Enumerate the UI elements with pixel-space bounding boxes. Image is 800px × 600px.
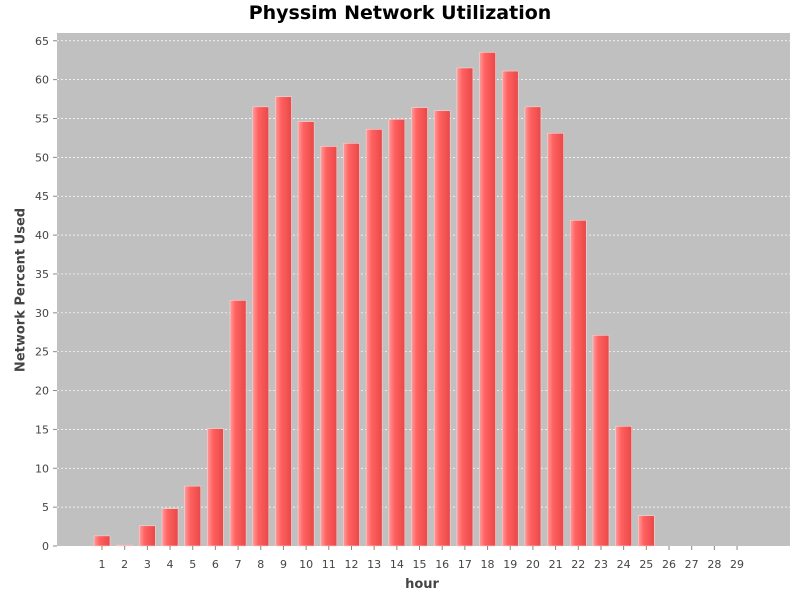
bar-hour-16 xyxy=(433,110,451,547)
bar-hour-24 xyxy=(615,425,632,547)
x-tick-label: 12 xyxy=(344,558,358,571)
x-tick-label: 6 xyxy=(212,558,219,571)
y-tick-label: 5 xyxy=(42,501,49,514)
y-tick-label: 15 xyxy=(35,423,49,436)
x-tick-label: 14 xyxy=(390,558,404,571)
x-tick-label: 19 xyxy=(503,558,517,571)
bar-hour-21 xyxy=(547,132,564,547)
bar-hour-5 xyxy=(184,485,202,547)
y-tick-label: 50 xyxy=(35,151,49,164)
x-tick-label: 21 xyxy=(549,558,563,571)
x-tick-label: 24 xyxy=(617,558,631,571)
y-tick-label: 10 xyxy=(35,462,49,475)
x-tick-label: 11 xyxy=(322,558,336,571)
x-tick-label: 7 xyxy=(235,558,242,571)
y-tick-label: 65 xyxy=(35,35,49,48)
bar-hour-20 xyxy=(524,106,542,547)
x-tick-label: 23 xyxy=(594,558,608,571)
y-tick-label: 40 xyxy=(35,229,49,242)
bar-hour-25 xyxy=(638,515,655,547)
x-tick-label: 2 xyxy=(121,558,128,571)
x-tick-label: 17 xyxy=(458,558,472,571)
y-tick-label: 0 xyxy=(42,540,49,553)
bar-hour-23 xyxy=(592,335,610,547)
bar-hour-18 xyxy=(479,52,496,547)
bar-hour-15 xyxy=(411,107,428,547)
x-tick-label: 18 xyxy=(481,558,495,571)
x-tick-label: 8 xyxy=(257,558,264,571)
bar-hour-2 xyxy=(116,544,133,547)
bar-hour-1 xyxy=(93,535,111,547)
x-tick-label: 4 xyxy=(167,558,174,571)
bar-hour-4 xyxy=(161,508,179,547)
x-tick-label: 29 xyxy=(730,558,744,571)
y-axis-ticks: 0 5 10 15 20 25 30 35 40 45 50 55 60 65 xyxy=(35,35,57,553)
x-tick-label: 10 xyxy=(299,558,313,571)
x-tick-label: 15 xyxy=(413,558,427,571)
x-tick-label: 5 xyxy=(189,558,196,571)
y-tick-label: 35 xyxy=(35,268,49,281)
bar-hour-17 xyxy=(456,67,474,547)
x-tick-label: 26 xyxy=(662,558,676,571)
x-tick-label: 13 xyxy=(367,558,381,571)
bar-hour-9 xyxy=(275,96,292,547)
x-tick-label: 25 xyxy=(639,558,653,571)
bar-hour-8 xyxy=(252,106,270,547)
x-tick-label: 3 xyxy=(144,558,151,571)
x-axis-label: hour xyxy=(405,577,439,592)
x-tick-label: 28 xyxy=(707,558,721,571)
y-tick-label: 55 xyxy=(35,113,49,126)
x-axis-ticks: 1 2 3 4 5 6 7 8 9 10 11 12 13 14 15 16 17 18 19 20 21 22 23 24 2… xyxy=(99,546,744,571)
y-tick-label: 60 xyxy=(35,74,49,87)
x-tick-label: 9 xyxy=(280,558,287,571)
y-tick-label: 45 xyxy=(35,190,49,203)
x-tick-label: 22 xyxy=(571,558,585,571)
bar-hour-14 xyxy=(388,118,406,547)
chart-title: Physsim Network Utilization xyxy=(248,2,552,24)
bar-hour-3 xyxy=(139,525,156,547)
x-tick-label: 27 xyxy=(685,558,699,571)
x-tick-label: 16 xyxy=(435,558,449,571)
bar-hour-12 xyxy=(343,143,360,547)
bar-hour-11 xyxy=(320,146,338,547)
bar-hour-10 xyxy=(297,121,315,547)
bar-hour-6 xyxy=(207,428,224,547)
bar-hour-7 xyxy=(229,300,247,547)
y-tick-label: 30 xyxy=(35,307,49,320)
x-tick-label: 1 xyxy=(99,558,106,571)
y-tick-label: 25 xyxy=(35,346,49,359)
y-tick-label: 20 xyxy=(35,385,49,398)
x-tick-label: 20 xyxy=(526,558,540,571)
bar-hour-13 xyxy=(365,129,383,547)
bar-hour-19 xyxy=(501,70,519,547)
bar-hour-22 xyxy=(569,220,587,547)
